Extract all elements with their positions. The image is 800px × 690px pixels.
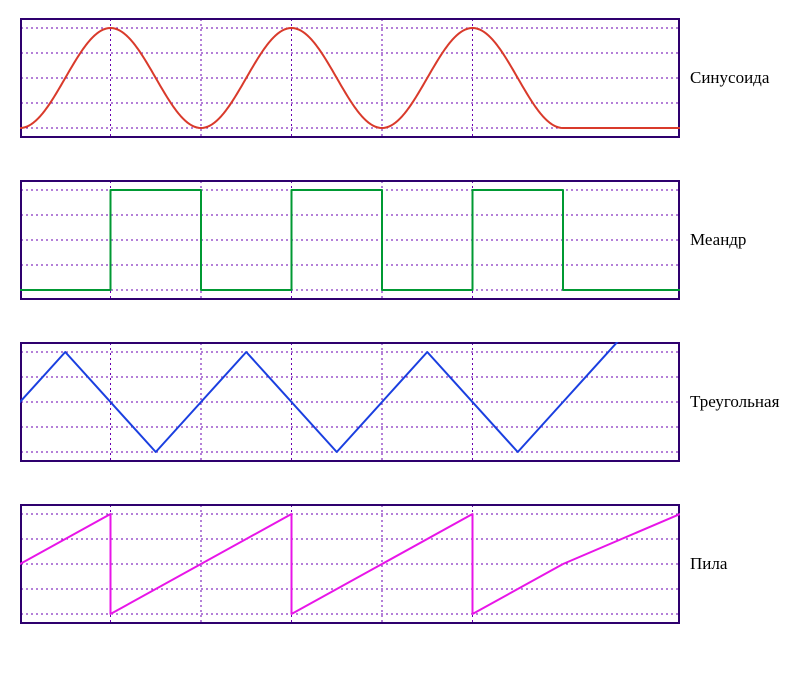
waveform-panel-sine: [20, 18, 680, 138]
triangle-wave-path: [20, 342, 680, 452]
waveform-panel-triangle: [20, 342, 680, 462]
waveform-label-triangle: Треугольная: [690, 392, 779, 412]
waveform-svg-triangle: [20, 342, 680, 462]
waveform-svg-sawtooth: [20, 504, 680, 624]
waveform-svg-sine: [20, 18, 680, 138]
waveform-label-sine: Синусоида: [690, 68, 769, 88]
waveform-panel-square: [20, 180, 680, 300]
waveform-label-square: Меандр: [690, 230, 746, 250]
waveform-panel-sawtooth: [20, 504, 680, 624]
waveform-svg-square: [20, 180, 680, 300]
waveform-label-sawtooth: Пила: [690, 554, 727, 574]
